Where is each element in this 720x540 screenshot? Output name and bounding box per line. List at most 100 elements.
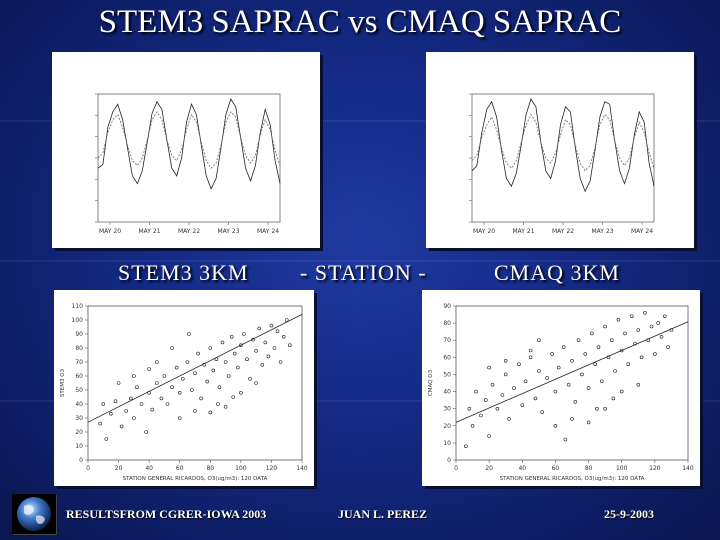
fit-line bbox=[455, 321, 689, 423]
scatter-point bbox=[139, 402, 144, 406]
scatter-point bbox=[208, 410, 213, 415]
scatter-point bbox=[239, 343, 243, 348]
y-tick-label: 110 bbox=[72, 303, 84, 310]
scatter-point bbox=[229, 334, 234, 339]
scatter-point bbox=[155, 360, 159, 364]
x-tick-label: 80 bbox=[585, 465, 593, 472]
scatter-point bbox=[288, 343, 292, 348]
scatter-point bbox=[517, 362, 521, 366]
scatter-point bbox=[495, 406, 500, 411]
scatter-point bbox=[512, 386, 516, 390]
scatter-point bbox=[193, 371, 197, 375]
scatter-point bbox=[479, 413, 483, 418]
scatter-point bbox=[104, 437, 109, 441]
scatter-point bbox=[611, 396, 616, 401]
y-tick-label: 80 bbox=[443, 320, 451, 327]
scatter-point bbox=[196, 351, 200, 356]
scatter-point bbox=[275, 329, 280, 334]
x-tick-label: MAY 23 bbox=[217, 228, 239, 235]
scatter-point bbox=[116, 381, 121, 385]
y-tick-label: 30 bbox=[75, 415, 83, 422]
footer-source: RESULTSFROM CGRER-IOWA 2003 bbox=[66, 507, 267, 521]
scatter-point bbox=[537, 338, 541, 343]
scatter-point bbox=[503, 372, 508, 377]
x-tick-label: 60 bbox=[176, 465, 184, 472]
y-tick-label: 60 bbox=[75, 373, 83, 380]
scatter-point bbox=[470, 424, 475, 428]
x-tick-label: 120 bbox=[266, 465, 278, 472]
scatter-point bbox=[659, 334, 664, 339]
scatter-point bbox=[540, 410, 544, 414]
x-tick-label: 100 bbox=[235, 465, 247, 472]
x-axis-label: STATION GENERAL RICARDOS, O3(ug/m3): 120… bbox=[500, 476, 645, 482]
scatter-point bbox=[600, 379, 604, 384]
scatter-point bbox=[281, 334, 286, 339]
scatter-point bbox=[159, 396, 164, 401]
fit-line bbox=[87, 314, 303, 423]
scatter-point bbox=[573, 400, 578, 404]
scatter-point bbox=[590, 331, 594, 336]
scatter-point bbox=[254, 381, 258, 385]
scatter-point bbox=[257, 326, 261, 331]
y-axis-label: STEM3 O3 bbox=[60, 368, 66, 397]
slide-title: STEM3 SAPRAC vs CMAQ SAPRAC bbox=[98, 4, 622, 40]
scatter-point bbox=[613, 369, 617, 373]
scatter-point bbox=[520, 403, 525, 407]
footer-date: 25-9-2003 bbox=[604, 507, 654, 521]
scatter-point bbox=[214, 357, 219, 361]
scatter-point bbox=[606, 355, 611, 360]
scatter-point bbox=[199, 396, 203, 401]
scatter-point bbox=[636, 382, 641, 387]
scatter-point bbox=[610, 338, 614, 343]
scatter-point bbox=[483, 398, 488, 402]
scatter-point bbox=[132, 374, 136, 378]
earth-globe-icon bbox=[12, 494, 56, 534]
scatter-point bbox=[278, 360, 283, 364]
scatter-point bbox=[528, 348, 533, 353]
y-tick-label: 10 bbox=[443, 440, 451, 447]
scatter-point bbox=[523, 379, 528, 384]
timeseries-panel-cmaq: MAY 20 MAY 21 MAY 22 MAY 23 MAY 24 bbox=[426, 52, 694, 248]
timeseries-chart-cmaq: MAY 20 MAY 21 MAY 22 MAY 23 MAY 24 bbox=[469, 93, 655, 235]
scatter-point bbox=[217, 385, 222, 389]
x-tick-label: 120 bbox=[649, 465, 661, 472]
scatter-point bbox=[269, 323, 274, 328]
scatter-point bbox=[226, 374, 231, 378]
x-tick-label: MAY 22 bbox=[552, 228, 574, 235]
y-tick-label: 10 bbox=[75, 443, 83, 450]
x-tick-label: MAY 24 bbox=[257, 228, 279, 235]
scatter-point bbox=[205, 379, 209, 384]
scatter-point bbox=[251, 337, 255, 342]
y-tick-label: 70 bbox=[75, 359, 83, 366]
scatter-point bbox=[500, 393, 505, 397]
scatter-point bbox=[603, 324, 607, 329]
scatter-point bbox=[653, 352, 657, 356]
scatter-point bbox=[220, 340, 225, 345]
scatter-point bbox=[162, 374, 167, 378]
scatter-point bbox=[646, 338, 650, 343]
scatter-point bbox=[147, 391, 151, 395]
series-line-1 bbox=[471, 98, 655, 193]
scatter-point bbox=[132, 416, 136, 420]
scatter-point bbox=[254, 348, 258, 353]
scatter-panel-cmaq: 0 20 40 60 80 100 120 140 0 10 20 30 40 50 60 70 80 90 STA… bbox=[422, 290, 700, 486]
x-tick-label: MAY 21 bbox=[138, 228, 160, 235]
scatter-point bbox=[181, 377, 185, 381]
scatter-point bbox=[284, 318, 289, 322]
scatter-point bbox=[563, 437, 568, 442]
scatter-point bbox=[174, 365, 179, 370]
scatter-point bbox=[636, 328, 641, 332]
x-tick-label: MAY 21 bbox=[512, 228, 534, 235]
scatter-point bbox=[666, 345, 670, 349]
scatter-point bbox=[639, 355, 644, 360]
scatter-point bbox=[202, 363, 206, 367]
scatter-point bbox=[248, 377, 252, 381]
scatter-point bbox=[649, 324, 654, 329]
scatter-chart-cmaq: 0 20 40 60 80 100 120 140 0 10 20 30 40 50 60 70 80 90 STA… bbox=[428, 303, 694, 482]
scatter-point bbox=[239, 391, 243, 395]
scatter-point bbox=[113, 399, 118, 403]
scatter-point bbox=[626, 362, 631, 366]
scatter-point bbox=[177, 416, 182, 420]
footer-author: JUAN L. PEREZ bbox=[338, 507, 428, 521]
x-tick-label: 0 bbox=[454, 465, 458, 472]
